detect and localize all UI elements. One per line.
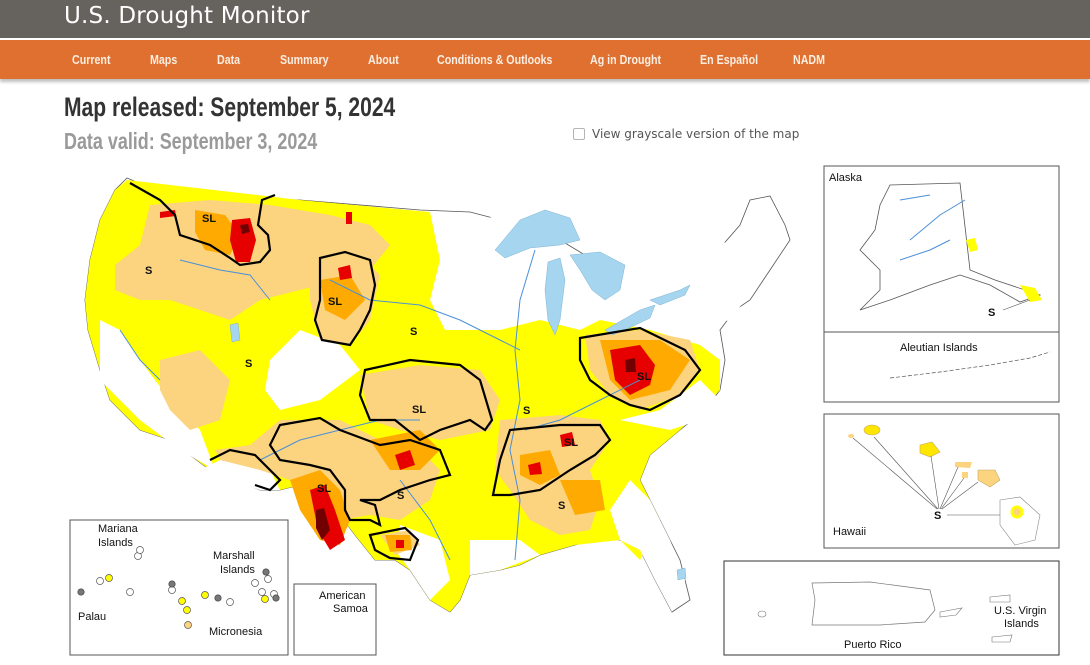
nav-about[interactable]: About — [368, 52, 399, 67]
drought-map[interactable]: SL S SL S S SL S SL SL SL S S Alaska S A… — [60, 160, 1090, 665]
nav-summary[interactable]: Summary — [280, 52, 329, 67]
site-title[interactable]: U.S. Drought Monitor — [64, 3, 310, 29]
grayscale-label: View grayscale version of the map — [592, 127, 800, 141]
nav-en-espanol[interactable]: En Español — [700, 52, 759, 67]
svg-text:S: S — [245, 358, 252, 370]
grayscale-toggle[interactable]: View grayscale version of the map — [573, 127, 799, 141]
svg-text:SL: SL — [317, 483, 331, 495]
svg-text:SL: SL — [328, 296, 342, 308]
svg-text:S: S — [988, 307, 995, 319]
svg-text:S: S — [410, 326, 417, 338]
svg-text:Mariana: Mariana — [98, 523, 139, 535]
svg-text:Islands: Islands — [220, 564, 255, 576]
pacific-islands-inset: Mariana Islands Marshall Islands Palau M… — [69, 519, 377, 656]
svg-text:S: S — [523, 405, 530, 417]
nav-conditions-outlooks[interactable]: Conditions & Outlooks — [437, 52, 553, 67]
svg-text:S: S — [397, 490, 404, 502]
svg-text:American: American — [319, 590, 365, 602]
svg-text:Palau: Palau — [78, 611, 106, 623]
hawaii-inset: Hawaii S — [823, 413, 1060, 549]
svg-text:U.S. Virgin: U.S. Virgin — [994, 605, 1046, 617]
svg-text:SL: SL — [412, 404, 426, 416]
svg-text:Islands: Islands — [98, 537, 133, 549]
nav-nadm[interactable]: NADM — [793, 52, 825, 67]
svg-text:Alaska: Alaska — [829, 172, 863, 184]
svg-text:Aleutian Islands: Aleutian Islands — [900, 342, 978, 354]
svg-text:S: S — [558, 500, 565, 512]
svg-text:Hawaii: Hawaii — [833, 526, 866, 538]
map-released-date: Map released: September 5, 2024 — [64, 92, 396, 122]
grayscale-checkbox[interactable] — [573, 128, 585, 140]
nav-ag-in-drought[interactable]: Ag in Drought — [590, 52, 662, 67]
conus-map: SL S SL S S SL S SL SL SL S S — [84, 177, 791, 613]
alaska-inset: Alaska S Aleutian Islands — [823, 165, 1060, 403]
nav-data[interactable]: Data — [217, 52, 241, 67]
svg-text:SL: SL — [637, 371, 651, 383]
svg-text:S: S — [145, 265, 152, 277]
impact-labels: SL S SL S S SL S SL SL SL S S — [145, 213, 651, 512]
svg-text:Samoa: Samoa — [333, 603, 369, 615]
great-lakes — [229, 209, 691, 581]
main-nav: Current Maps Data Summary About Conditio… — [0, 40, 1090, 79]
impact-boundaries — [129, 182, 702, 562]
data-valid-date: Data valid: September 3, 2024 — [64, 128, 318, 154]
site-header: U.S. Drought Monitor — [0, 0, 1090, 38]
svg-text:Puerto Rico: Puerto Rico — [844, 639, 901, 651]
svg-text:Islands: Islands — [1004, 618, 1039, 630]
svg-text:Micronesia: Micronesia — [209, 626, 263, 638]
nav-current[interactable]: Current — [72, 52, 111, 67]
svg-text:S: S — [934, 510, 941, 522]
svg-text:SL: SL — [202, 213, 216, 225]
puerto-rico-inset: Puerto Rico U.S. Virgin Islands — [723, 560, 1060, 656]
nav-maps[interactable]: Maps — [150, 52, 178, 67]
svg-text:Marshall: Marshall — [213, 550, 255, 562]
svg-text:SL: SL — [564, 437, 578, 449]
